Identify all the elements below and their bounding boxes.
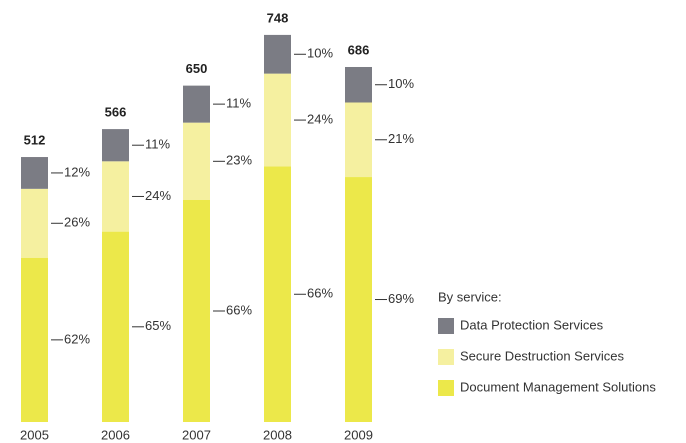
- bar-segment: [183, 122, 210, 200]
- bar-segment: [345, 66, 372, 103]
- value-label: 66%: [307, 286, 333, 301]
- total-label: 566: [105, 105, 127, 120]
- value-label: 26%: [64, 215, 90, 230]
- value-label: 62%: [64, 331, 90, 346]
- bar-segment: [183, 199, 210, 422]
- legend-label: Data Protection Services: [460, 317, 604, 332]
- legend-label: Document Management Solutions: [460, 379, 656, 394]
- value-label: 65%: [145, 318, 171, 333]
- legend-swatch: [438, 380, 454, 396]
- value-label: 12%: [64, 164, 90, 179]
- value-label: 23%: [226, 153, 252, 168]
- legend-swatch: [438, 349, 454, 365]
- bar-segment: [102, 231, 129, 422]
- legend-swatch: [438, 318, 454, 334]
- legend-label: Secure Destruction Services: [460, 348, 625, 363]
- x-tick-label: 2008: [263, 427, 292, 442]
- x-tick-label: 2006: [101, 427, 130, 442]
- total-label: 748: [267, 10, 289, 25]
- value-label: 69%: [388, 291, 414, 306]
- total-label: 512: [24, 132, 46, 147]
- value-label: 24%: [145, 188, 171, 203]
- bar-segment: [345, 102, 372, 178]
- x-tick-label: 2005: [20, 427, 49, 442]
- value-label: 24%: [307, 112, 333, 127]
- bar-segment: [183, 85, 210, 123]
- total-label: 686: [348, 42, 370, 57]
- legend-title: By service:: [438, 289, 502, 304]
- bar-segment: [21, 257, 48, 422]
- value-label: 10%: [307, 46, 333, 61]
- bar-segment: [21, 157, 48, 189]
- value-label: 10%: [388, 76, 414, 91]
- value-label: 66%: [226, 302, 252, 317]
- x-tick-label: 2007: [182, 427, 211, 442]
- value-label: 11%: [226, 96, 251, 111]
- bar-segment: [345, 177, 372, 422]
- value-label: 21%: [388, 131, 414, 146]
- total-label: 650: [186, 61, 208, 76]
- value-label: 11%: [145, 137, 170, 152]
- bar-segment: [102, 161, 129, 232]
- x-tick-label: 2009: [344, 427, 373, 442]
- bar-segment: [264, 73, 291, 167]
- bar-segment: [264, 166, 291, 422]
- bar-segment: [102, 129, 129, 162]
- bar-segment: [21, 188, 48, 258]
- bar-segment: [264, 34, 291, 74]
